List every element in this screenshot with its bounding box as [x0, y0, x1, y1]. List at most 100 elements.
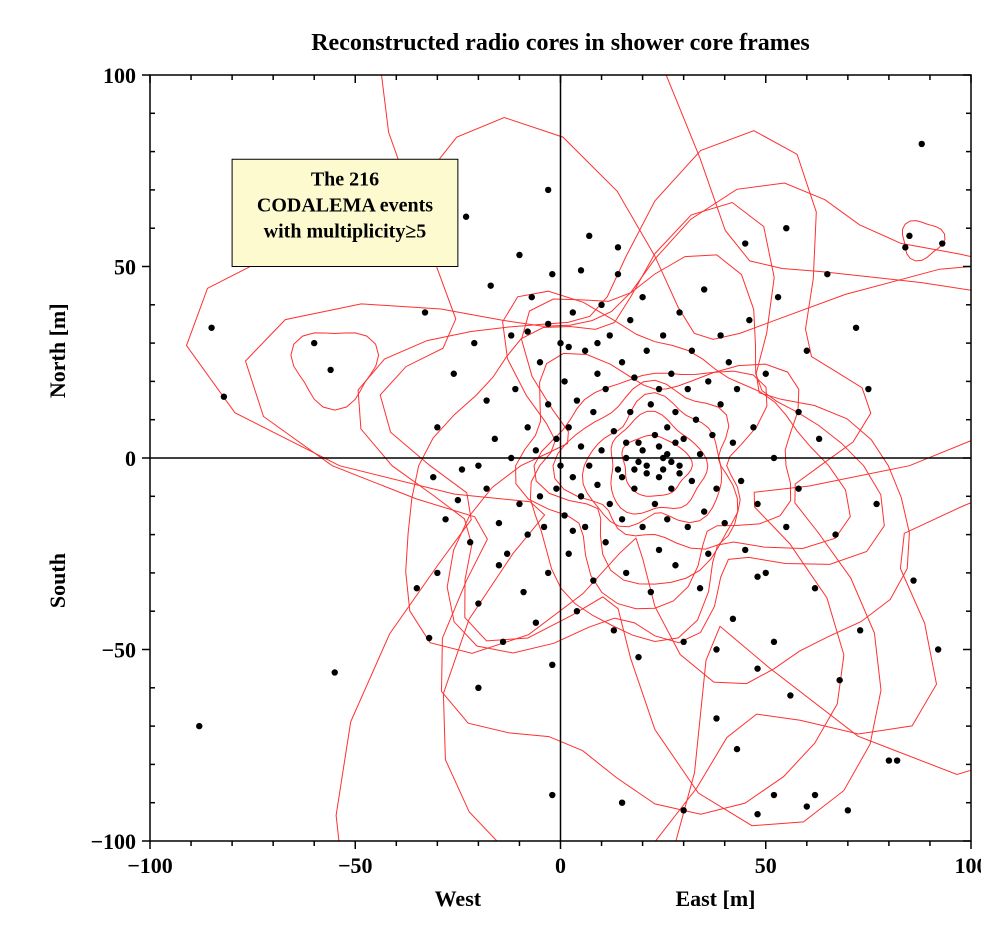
data-point — [619, 359, 625, 365]
data-point — [713, 715, 719, 721]
data-point — [578, 493, 584, 499]
data-point — [894, 757, 900, 763]
data-point — [545, 321, 551, 327]
data-point — [689, 348, 695, 354]
data-point — [919, 141, 925, 147]
data-point — [549, 271, 555, 277]
data-point — [434, 424, 440, 430]
data-point — [660, 466, 666, 472]
data-point — [631, 374, 637, 380]
data-point — [742, 547, 748, 553]
data-point — [598, 447, 604, 453]
x-label-west: West — [435, 886, 482, 911]
x-tick-label: 0 — [555, 853, 566, 878]
data-point — [668, 459, 674, 465]
data-point — [574, 608, 580, 614]
data-point — [639, 447, 645, 453]
data-point — [508, 332, 514, 338]
data-point — [582, 524, 588, 530]
data-point — [221, 394, 227, 400]
data-point — [701, 508, 707, 514]
data-point — [619, 474, 625, 480]
data-point — [607, 332, 613, 338]
data-point — [886, 757, 892, 763]
data-point — [783, 524, 789, 530]
data-point — [619, 800, 625, 806]
data-point — [582, 348, 588, 354]
data-point — [529, 294, 535, 300]
data-point — [635, 459, 641, 465]
data-point — [722, 520, 728, 526]
chart-svg: Reconstructed radio cores in shower core… — [20, 20, 981, 921]
data-point — [434, 570, 440, 576]
data-point — [561, 512, 567, 518]
data-point — [602, 386, 608, 392]
data-point — [590, 409, 596, 415]
data-point — [754, 574, 760, 580]
data-point — [795, 409, 801, 415]
data-point — [414, 585, 420, 591]
data-point — [566, 424, 572, 430]
data-point — [545, 401, 551, 407]
y-tick-label: 0 — [125, 446, 136, 471]
data-point — [611, 627, 617, 633]
data-point — [332, 669, 338, 675]
data-point — [664, 424, 670, 430]
data-point — [426, 635, 432, 641]
data-point — [754, 811, 760, 817]
data-point — [516, 501, 522, 507]
data-point — [836, 677, 842, 683]
data-point — [676, 309, 682, 315]
data-point — [504, 551, 510, 557]
data-point — [594, 340, 600, 346]
data-point — [512, 386, 518, 392]
data-point — [635, 654, 641, 660]
data-point — [717, 401, 723, 407]
data-point — [451, 371, 457, 377]
data-point — [906, 233, 912, 239]
data-point — [652, 501, 658, 507]
data-point — [459, 466, 465, 472]
data-point — [553, 485, 559, 491]
data-point — [541, 524, 547, 530]
data-point — [631, 466, 637, 472]
data-point — [578, 267, 584, 273]
data-point — [615, 244, 621, 250]
data-point — [853, 325, 859, 331]
y-label-south: South — [45, 553, 70, 608]
data-point — [327, 367, 333, 373]
data-point — [652, 432, 658, 438]
y-label-north: North [m] — [45, 303, 70, 398]
data-point — [672, 409, 678, 415]
data-point — [676, 462, 682, 468]
data-point — [705, 551, 711, 557]
data-point — [533, 619, 539, 625]
data-point — [524, 424, 530, 430]
y-tick-label: −100 — [90, 829, 136, 854]
data-point — [566, 551, 572, 557]
data-point — [795, 485, 801, 491]
data-point — [672, 439, 678, 445]
data-point — [545, 570, 551, 576]
data-point — [586, 462, 592, 468]
data-point — [483, 485, 489, 491]
data-point — [442, 516, 448, 522]
data-point — [524, 531, 530, 537]
data-point — [697, 585, 703, 591]
data-point — [570, 309, 576, 315]
data-point — [672, 562, 678, 568]
data-point — [574, 397, 580, 403]
data-point — [693, 417, 699, 423]
data-point — [483, 397, 489, 403]
data-point — [561, 378, 567, 384]
data-point — [656, 443, 662, 449]
data-point — [664, 516, 670, 522]
data-point — [496, 562, 502, 568]
data-point — [594, 371, 600, 377]
data-point — [783, 225, 789, 231]
data-point — [537, 359, 543, 365]
data-point — [713, 646, 719, 652]
data-point — [910, 577, 916, 583]
x-tick-label: −100 — [127, 853, 173, 878]
data-point — [730, 439, 736, 445]
